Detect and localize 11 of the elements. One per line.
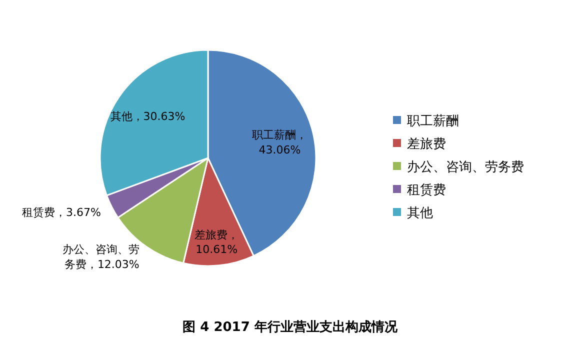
legend-label: 办公、咨询、劳务费 (407, 160, 524, 175)
legend-label: 职工薪酬 (407, 114, 459, 129)
legend-label: 其他 (407, 206, 433, 221)
legend-label: 差旅费 (407, 137, 446, 152)
text: 图 4 2017 年行业营业支出构成情况 (182, 319, 398, 335)
data-label: 差旅费，10.61% (194, 228, 239, 256)
data-label: 其他，30.63% (110, 110, 186, 124)
data-label: 租赁费，3.67% (22, 206, 101, 220)
legend-label: 租赁费 (407, 183, 446, 198)
data-label: 办公、咨询、劳务费，12.03% (62, 242, 140, 271)
data-label: 职工薪酬，43.06% (252, 128, 308, 156)
